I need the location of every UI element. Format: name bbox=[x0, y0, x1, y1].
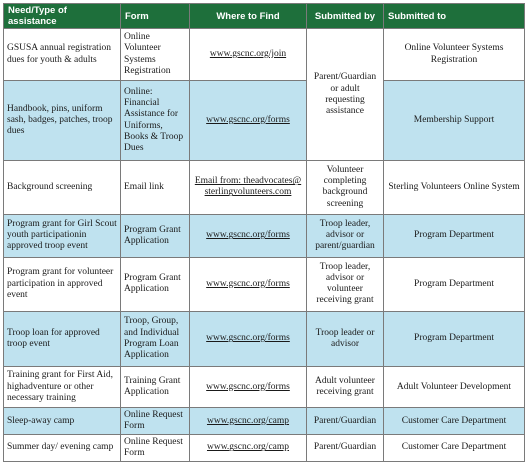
submitted-to-cell: Program Department bbox=[383, 257, 525, 312]
submitted-by-cell: Parent/Guardian or adult requesting assi… bbox=[306, 28, 384, 162]
need-cell: GSUSA annual registration dues for youth… bbox=[3, 28, 121, 81]
need-cell: Program grant for volunteer participatio… bbox=[3, 257, 121, 312]
header-where: Where to Find bbox=[189, 2, 307, 30]
form-cell: Troop, Group, and Individual Program Loa… bbox=[120, 310, 190, 368]
form-cell: Online Request Form bbox=[120, 407, 190, 436]
need-cell: Troop loan for approved troop event bbox=[3, 310, 121, 368]
table-row: Training grant for First Aid, highadvent… bbox=[3, 366, 525, 409]
table-row: Program grant for volunteer participatio… bbox=[3, 257, 525, 312]
header-need: Need/Type of assistance bbox=[3, 2, 121, 30]
submitted-to-cell: Program Department bbox=[383, 310, 525, 368]
header-form: Form bbox=[120, 2, 190, 30]
assistance-table: Need/Type of assistance Form Where to Fi… bbox=[3, 2, 525, 462]
link-cell[interactable]: www.gscnc.org/camp bbox=[189, 434, 307, 462]
form-cell: Program Grant Application bbox=[120, 257, 190, 312]
link-cell[interactable]: www.gscnc.org/join bbox=[189, 28, 307, 81]
form-cell: Online Volunteer Systems Registration bbox=[120, 28, 190, 81]
form-cell: Online Request Form bbox=[120, 434, 190, 462]
form-cell: Email link bbox=[120, 160, 190, 215]
submitted-by-cell: Troop leader, advisor or volunteer recei… bbox=[306, 257, 384, 312]
table-row: Background screening Email link Email fr… bbox=[3, 160, 525, 215]
table-row: GSUSA annual registration dues for youth… bbox=[3, 28, 525, 162]
need-cell: Summer day/ evening camp bbox=[3, 434, 121, 462]
link-cell[interactable]: www.gscnc.org/forms bbox=[189, 366, 307, 409]
submitted-to-cell: Program Department bbox=[383, 213, 525, 259]
link-cell[interactable]: Email from: theadvocates@ sterlingvolunt… bbox=[189, 160, 307, 215]
submitted-to-cell: Customer Care Department bbox=[383, 407, 525, 436]
submitted-by-cell: Troop leader, advisor or parent/guardian bbox=[306, 213, 384, 259]
header-row: Need/Type of assistance Form Where to Fi… bbox=[3, 2, 525, 30]
submitted-to-cell: Membership Support bbox=[383, 79, 525, 162]
need-cell: Handbook, pins, uniform sash, badges, pa… bbox=[3, 79, 121, 162]
need-cell: Training grant for First Aid, highadvent… bbox=[3, 366, 121, 409]
need-cell: Background screening bbox=[3, 160, 121, 215]
form-cell: Online: Financial Assistance for Uniform… bbox=[120, 79, 190, 162]
header-submitted-by: Submitted by bbox=[306, 2, 384, 30]
table-row: Troop loan for approved troop event Troo… bbox=[3, 310, 525, 368]
submitted-by-cell: Adult volunteer receiving grant bbox=[306, 366, 384, 409]
submitted-by-cell: Parent/Guardian bbox=[306, 434, 384, 462]
link-cell[interactable]: www.gscnc.org/forms bbox=[189, 213, 307, 259]
form-cell: Program Grant Application bbox=[120, 213, 190, 259]
submitted-to-cell: Customer Care Department bbox=[383, 434, 525, 462]
submitted-by-cell: Parent/Guardian bbox=[306, 407, 384, 436]
submitted-by-cell: Troop leader or advisor bbox=[306, 310, 384, 368]
submitted-to-cell: Adult Volunteer Development bbox=[383, 366, 525, 409]
submitted-by-cell: Volunteer completing background screenin… bbox=[306, 160, 384, 215]
link-cell[interactable]: www.gscnc.org/forms bbox=[189, 310, 307, 368]
need-cell: Program grant for Girl Scout youth parti… bbox=[3, 213, 121, 259]
table-row: Sleep-away camp Online Request Form www.… bbox=[3, 407, 525, 436]
table-row: Handbook, pins, uniform sash, badges, pa… bbox=[3, 79, 525, 162]
link-cell[interactable]: www.gscnc.org/forms bbox=[189, 257, 307, 312]
need-cell: Sleep-away camp bbox=[3, 407, 121, 436]
submitted-to-cell: Sterling Volunteers Online System bbox=[383, 160, 525, 215]
link-cell[interactable]: www.gscnc.org/forms bbox=[189, 79, 307, 162]
table-row: Summer day/ evening camp Online Request … bbox=[3, 434, 525, 462]
form-cell: Training Grant Application bbox=[120, 366, 190, 409]
link-cell[interactable]: www.gscnc.org/camp bbox=[189, 407, 307, 436]
submitted-to-cell: Online Volunteer Systems Registration bbox=[383, 28, 525, 81]
table-row: Program grant for Girl Scout youth parti… bbox=[3, 213, 525, 259]
header-submitted-to: Submitted to bbox=[383, 2, 525, 30]
